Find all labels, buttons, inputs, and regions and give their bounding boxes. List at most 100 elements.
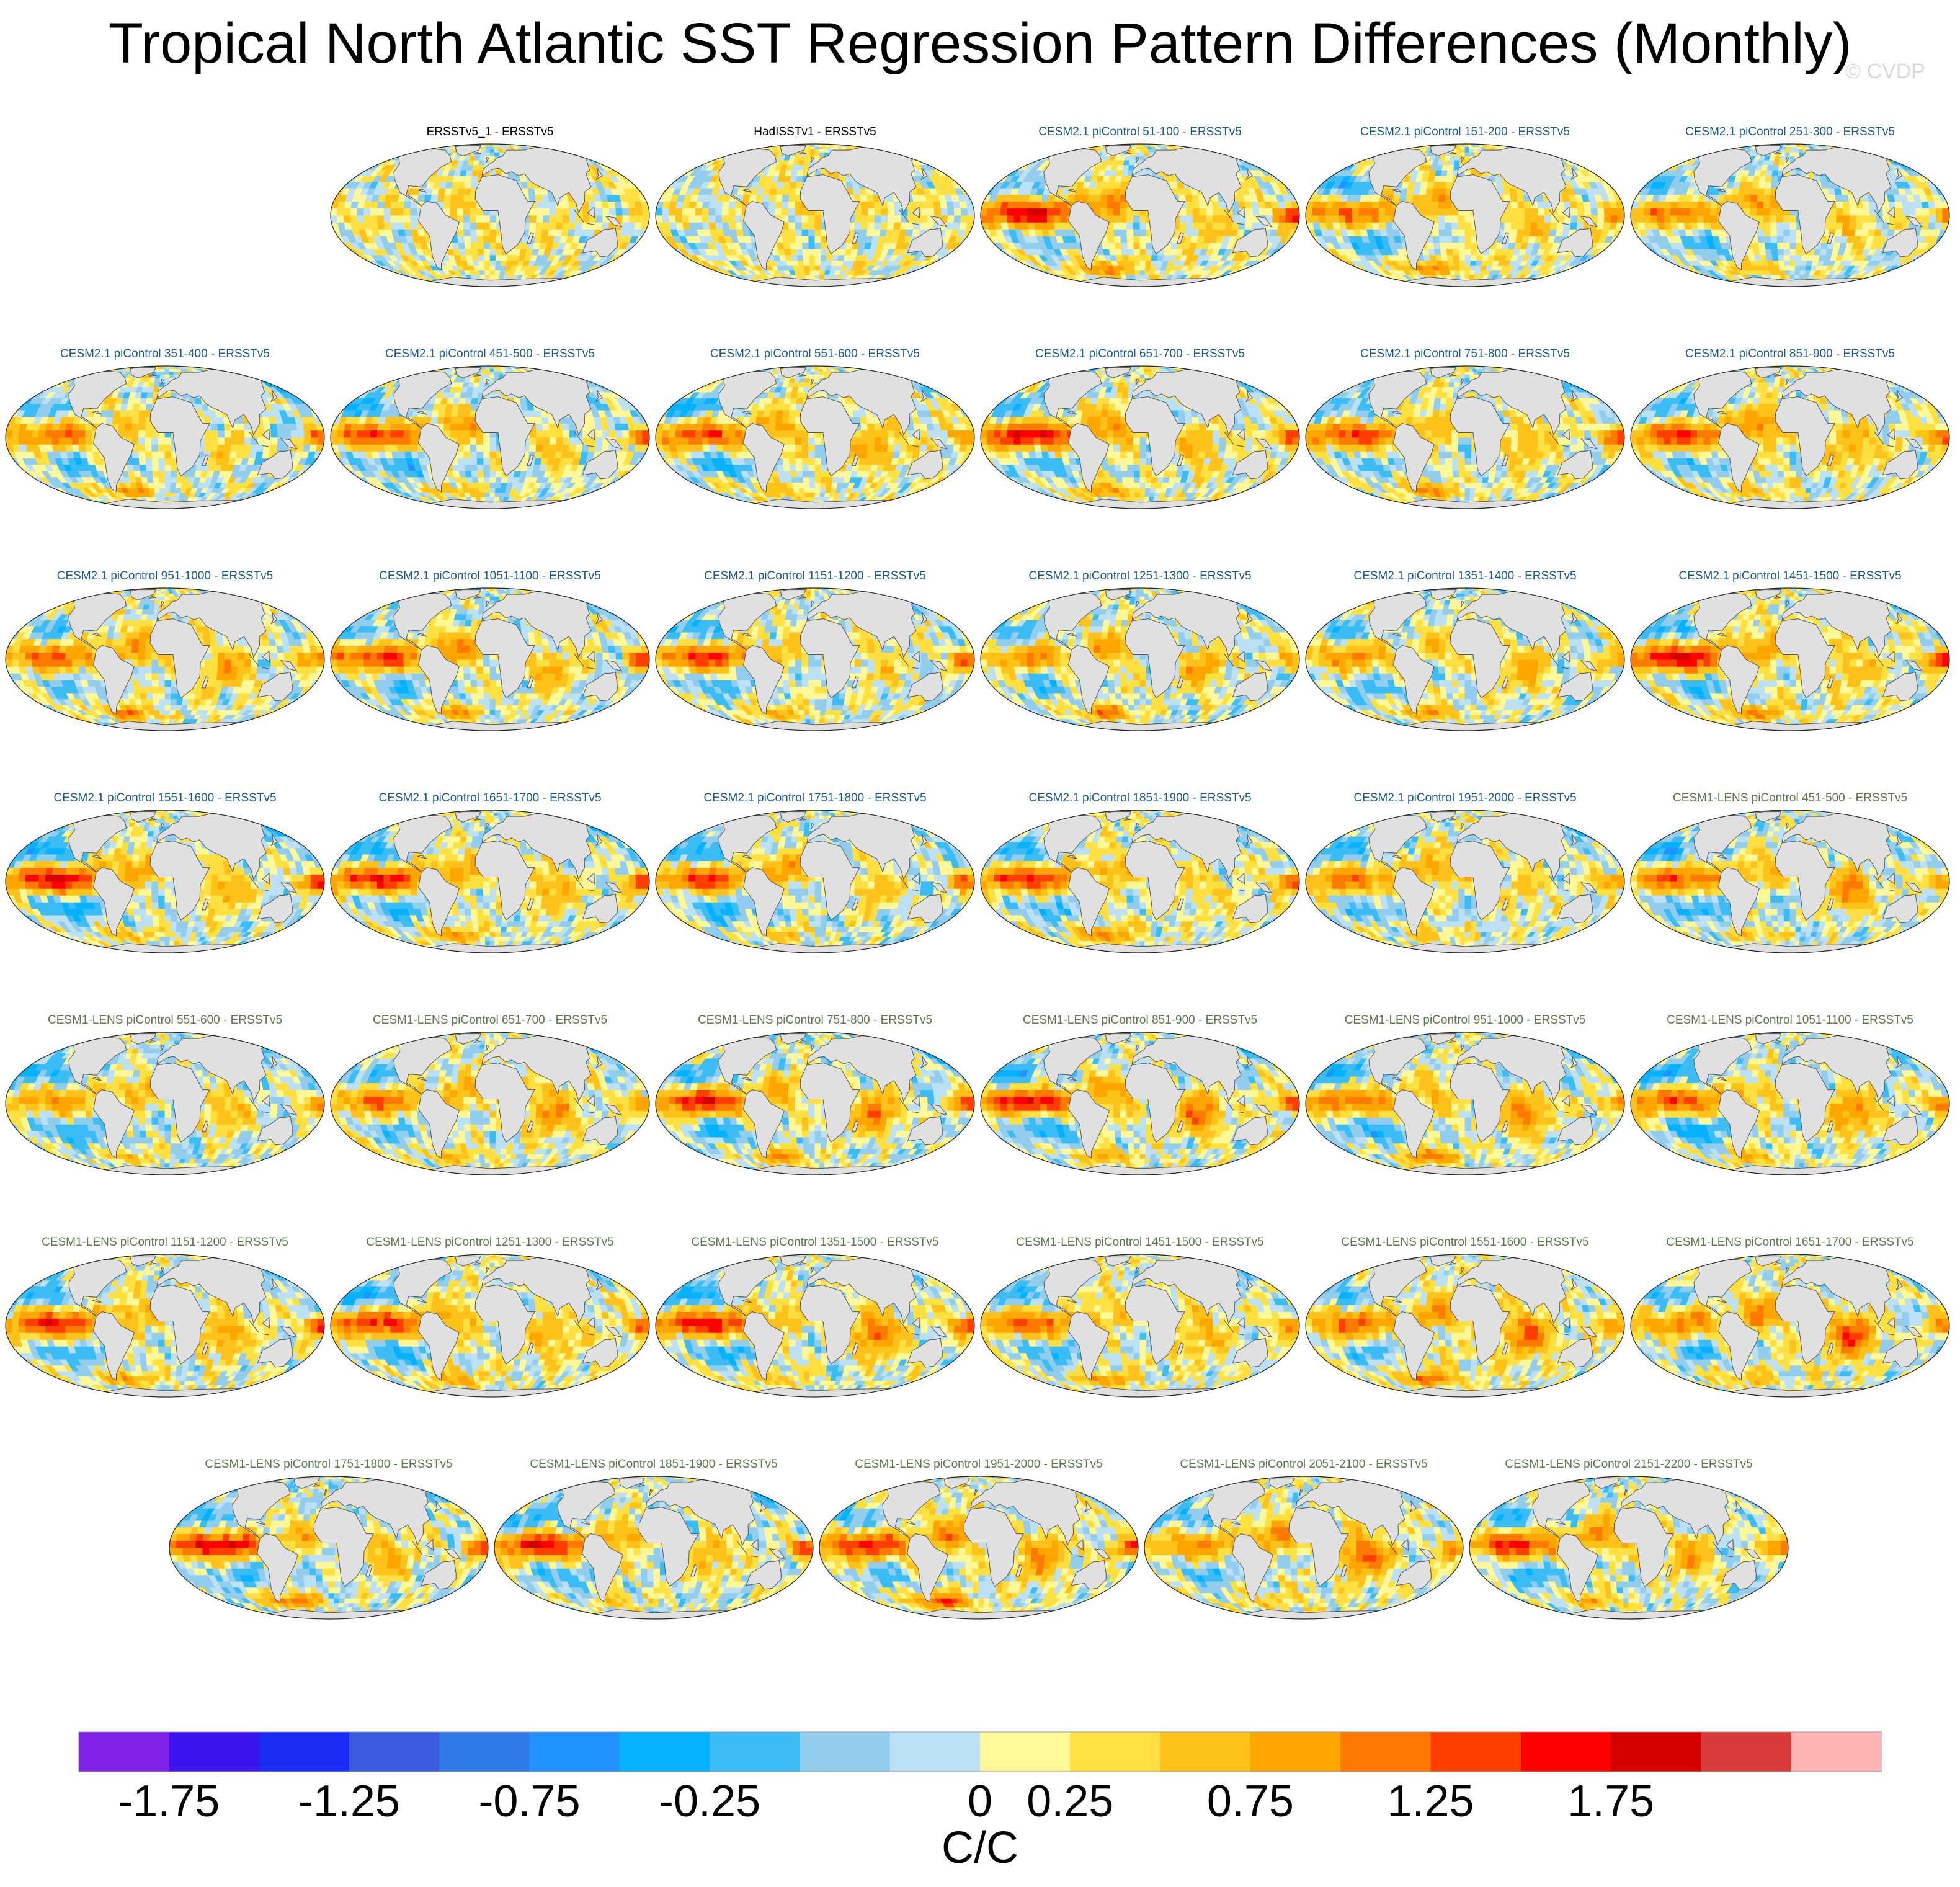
field-cell [1151,260,1158,266]
field-cell [1135,149,1141,153]
field-cell [1392,228,1401,236]
field-cell [1133,248,1141,256]
field-cell [920,155,935,161]
field-cell [563,149,576,153]
field-cell [608,159,622,166]
field-cell [410,208,417,216]
field-cell [1229,151,1242,156]
field-cell [404,145,418,147]
field-cell [358,159,372,166]
field-cell [870,145,882,147]
field-cell [404,278,417,282]
field-cell [1177,187,1186,195]
field-cell [695,155,710,161]
field-cell [736,144,751,146]
field-cell [788,194,796,202]
field-cell [1438,228,1446,236]
field-cell [729,278,742,282]
field-cell [804,274,811,279]
field-cell [1366,278,1379,282]
field-cell [849,285,858,287]
field-cell [470,181,478,189]
field-cell [1139,274,1146,279]
field-cell [397,201,405,209]
field-cell [571,281,585,284]
field-cell [496,248,503,256]
field-cell [419,145,432,147]
field-cell [880,144,894,146]
page-title: Tropical North Atlantic SST Regression P… [0,11,1960,76]
field-cell [463,235,471,243]
field-cell [880,283,893,286]
field-cell [867,215,875,223]
field-cell [1188,144,1200,146]
field-cell [1513,283,1525,286]
field-cell [331,215,338,223]
field-cell [755,144,767,146]
field-cell [769,187,778,195]
field-cell [376,215,385,223]
field-cell [1524,281,1535,284]
field-cell [489,248,497,256]
field-cell [434,285,445,287]
field-cell [1126,235,1134,243]
field-cell [444,285,453,287]
field-cell [1023,274,1037,279]
field-cell [894,208,902,216]
field-cell [1409,285,1420,287]
field-cell [1292,208,1299,216]
field-cell [716,281,730,284]
field-cell [1136,145,1141,147]
field-cell [1504,285,1515,287]
field-cell [809,270,816,275]
field-cell [580,278,594,282]
field-cell [377,221,386,230]
field-cell [412,145,425,147]
field-cell [1453,254,1460,261]
field-cell [720,146,734,149]
field-cell [350,208,358,216]
field-cell [555,221,563,230]
field-cell [801,215,809,223]
field-cell [1213,149,1226,153]
field-cell [1116,164,1124,171]
field-cell [403,201,412,209]
field-cell [416,281,427,284]
field-cell [595,215,604,223]
field-cell [782,235,790,243]
field-cell [849,144,858,146]
field-cell [1215,283,1229,286]
field-cell [913,201,922,209]
field-cell [1376,283,1390,286]
field-cell [1232,215,1241,223]
watermark: © CVDP [1845,60,1925,84]
field-cell [1121,169,1129,176]
field-cell [1471,242,1478,249]
field-cell [1047,201,1055,209]
field-cell [414,144,428,146]
field-cell [804,270,811,275]
field-cell [762,285,773,287]
field-cell [804,151,811,156]
field-cell [562,201,570,209]
field-cell [1027,215,1035,223]
field-cell [1070,281,1081,284]
field-cell [676,260,690,266]
field-cell [904,151,917,156]
field-cell [400,278,412,282]
field-cell [1459,265,1466,271]
field-cell [370,201,379,209]
field-cell [925,270,940,275]
field-cell [808,254,816,261]
field-cell [913,274,927,279]
field-cell [1192,194,1200,202]
field-cell [621,169,635,176]
field-cell [683,265,697,271]
field-cell [489,270,496,275]
field-cell [782,215,789,223]
field-cell [809,265,816,271]
field-cell [603,265,617,271]
field-cell [480,149,486,153]
field-cell [880,145,893,147]
field-cell [417,144,431,146]
